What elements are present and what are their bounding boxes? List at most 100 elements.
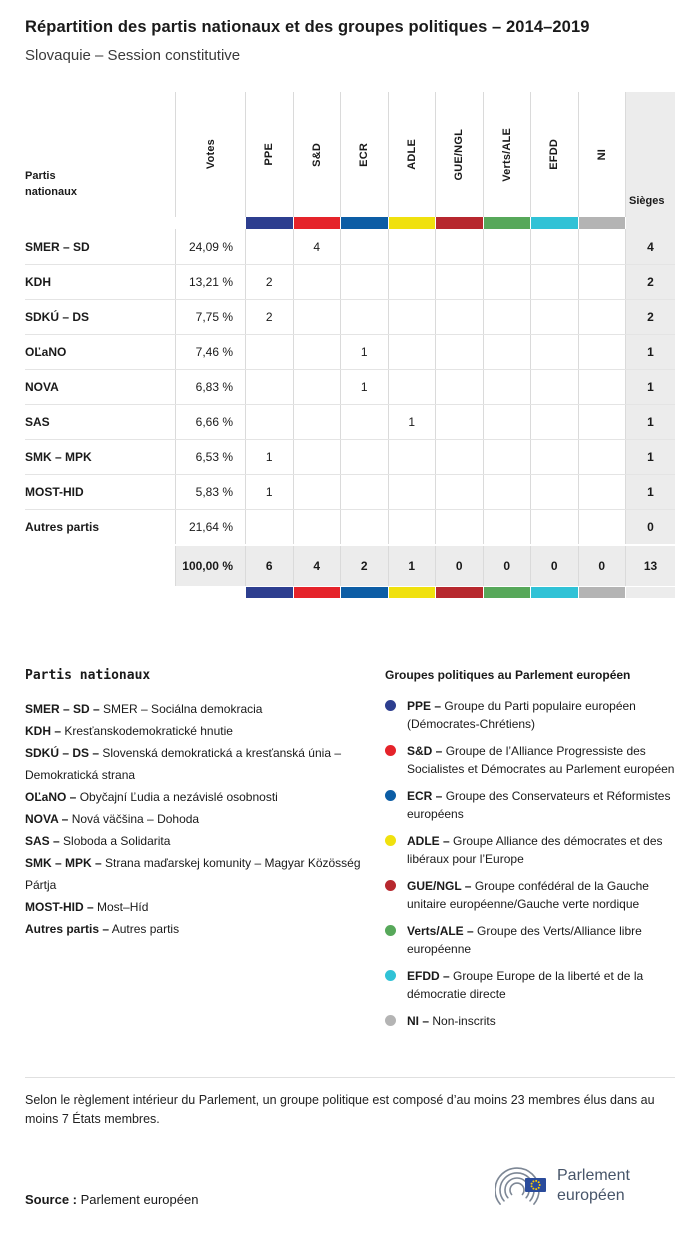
sieges-cell: 0: [625, 510, 675, 544]
seat-cell-s-d: 4: [292, 229, 341, 264]
seat-cell-ppe: [245, 229, 293, 264]
group-legend-desc: Groupe Europe de la liberté et de la dém…: [407, 969, 644, 1001]
total-votes-cell: 100,00 %: [175, 546, 245, 586]
sieges-cell: 2: [625, 265, 675, 299]
seat-cell-s-d: [292, 370, 341, 404]
total-seat-cell-ecr: 2: [340, 546, 388, 586]
group-header-efdd: EFDD: [530, 92, 578, 217]
votes-cell: 24,09 %: [175, 229, 245, 264]
sieges-cell: 4: [625, 229, 675, 264]
group-header-label: ADLE: [405, 139, 418, 170]
seat-cell-ppe: 2: [245, 265, 293, 299]
votes-cell: 21,64 %: [175, 510, 245, 544]
total-seat-cell-s-d: 4: [292, 546, 340, 586]
group-legend-abbr: S&D –: [407, 744, 443, 758]
national-parties-legend: Partis nationaux SMER – SD – SMER – Soci…: [25, 668, 375, 1039]
seat-cell-efdd: [530, 475, 578, 509]
seat-cell-gue-ngl: [435, 229, 483, 264]
corner-header-label: Partis nationaux: [25, 170, 77, 199]
political-groups-legend: Groupes politiques au Parlement européen…: [385, 668, 675, 1039]
party-legend-abbr: Autres partis –: [25, 922, 110, 936]
party-legend-abbr: OĽaNO –: [25, 790, 77, 804]
party-name-cell: SMK – MPK: [25, 450, 92, 464]
seat-cell-adle: [387, 335, 436, 369]
table-row-smk-mpk: SMK – MPK 6,53 % 1 1: [25, 439, 675, 474]
seat-cell-verts-ale: [482, 300, 531, 334]
group-color-bar-efdd: [530, 587, 578, 598]
group-color-bar-s-d: [292, 217, 340, 229]
votes-cell: 13,21 %: [175, 265, 245, 299]
table-row-kdh: KDH 13,21 % 2 2: [25, 264, 675, 299]
total-seat-cell-adle: 1: [387, 546, 435, 586]
group-color-dot: [385, 835, 396, 846]
group-color-bar-adle: [387, 587, 435, 598]
table-row-o-ano: OĽaNO 7,46 % 1 1: [25, 334, 675, 369]
parlement-europeen-logo: Parlement européen: [494, 1156, 675, 1213]
party-legend-desc: Most–Híd: [97, 900, 149, 914]
party-legend-abbr: KDH –: [25, 724, 62, 738]
seat-cell-ppe: 1: [245, 440, 293, 474]
seat-cell-ecr: [340, 229, 388, 264]
seat-cell-adle: [387, 440, 436, 474]
group-legend-abbr: ADLE –: [407, 834, 450, 848]
total-sieges-cell: 13: [625, 546, 675, 586]
group-color-dot: [385, 700, 396, 711]
source-value: Parlement européen: [80, 1191, 199, 1207]
legend-section: Partis nationaux SMER – SD – SMER – Soci…: [25, 668, 675, 1039]
seat-cell-ni: [577, 405, 626, 439]
seat-cell-verts-ale: [482, 475, 531, 509]
source-label: Source :: [25, 1191, 78, 1207]
group-header-label: PPE: [263, 143, 276, 166]
seat-cell-efdd: [530, 510, 578, 544]
seat-cell-gue-ngl: [435, 335, 483, 369]
total-seat-cell-gue-ngl: 0: [435, 546, 483, 586]
party-legend-desc: Obyčajní Ľudia a nezávislé osobnosti: [79, 790, 278, 804]
group-legend-item-s-d: S&D – Groupe de l’Alliance Progressiste …: [385, 742, 675, 778]
seat-cell-gue-ngl: [435, 300, 483, 334]
party-legend-abbr: NOVA –: [25, 812, 69, 826]
party-name-cell: NOVA: [25, 380, 59, 394]
seat-cell-ppe: 2: [245, 300, 293, 334]
group-color-dot: [385, 925, 396, 936]
seat-cell-ni: [577, 229, 626, 264]
party-legend-item: SMK – MPK – Strana maďarskej komunity – …: [25, 852, 375, 896]
seat-cell-ni: [577, 440, 626, 474]
group-color-dot: [385, 745, 396, 756]
group-color-bar-s-d: [292, 587, 340, 598]
group-color-dot: [385, 970, 396, 981]
table-row-nova: NOVA 6,83 % 1 1: [25, 369, 675, 404]
total-seat-cell-verts-ale: 0: [482, 546, 530, 586]
footer-divider: [25, 1077, 675, 1078]
party-name-cell: OĽaNO: [25, 345, 67, 359]
table-row-autres-partis: Autres partis 21,64 % 0: [25, 509, 675, 544]
party-legend-item: OĽaNO – Obyčajní Ľudia a nezávislé osobn…: [25, 786, 375, 808]
party-legend-desc: Strana maďarskej komunity – Magyar Közös…: [25, 856, 361, 892]
page-title: Répartition des partis nationaux et des …: [25, 18, 590, 36]
seat-cell-s-d: [292, 405, 341, 439]
groups-legend-title: Groupes politiques au Parlement européen: [385, 668, 631, 682]
group-headers: PPE S&D ECR ADLE GUE/NGL Verts/ALE EFDD NI: [245, 92, 625, 217]
party-legend-abbr: SDKÚ – DS –: [25, 746, 100, 760]
seat-cell-s-d: [292, 475, 341, 509]
seat-cell-s-d: [292, 300, 341, 334]
group-color-bar-row-top: [25, 217, 675, 229]
seat-cell-ecr: [340, 300, 388, 334]
party-legend-desc: SMER – Sociálna demokracia: [103, 702, 263, 716]
total-seat-cell-efdd: 0: [530, 546, 578, 586]
sieges-cell: 2: [625, 300, 675, 334]
group-legend-desc: Groupe confédéral de la Gauche unitaire …: [407, 879, 649, 911]
table-header-row: Partis nationaux Votes PPE S&D ECR ADLE GUE/…: [25, 92, 675, 217]
party-name-cell: SMER – SD: [25, 239, 90, 254]
seat-cell-adle: [387, 475, 436, 509]
seat-cell-gue-ngl: [435, 370, 483, 404]
seat-cell-efdd: [530, 370, 578, 404]
seat-cell-gue-ngl: [435, 440, 483, 474]
seat-cell-ppe: 1: [245, 475, 293, 509]
seat-cell-ppe: [245, 510, 293, 544]
bar-row-name-spacer: [25, 587, 175, 598]
seat-cell-ecr: [340, 440, 388, 474]
seat-cell-efdd: [530, 229, 578, 264]
seat-cell-gue-ngl: [435, 265, 483, 299]
seat-cell-ecr: [340, 265, 388, 299]
